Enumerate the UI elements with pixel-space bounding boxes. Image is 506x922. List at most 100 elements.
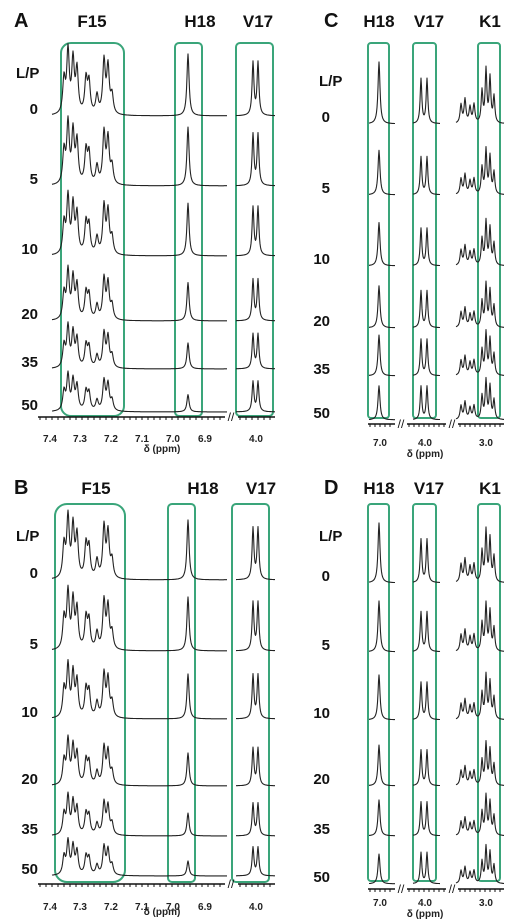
- lp-ratio-header: L/P: [319, 73, 342, 90]
- x-axis-label: δ (ppm): [407, 449, 444, 460]
- lp-ratio-label: 50: [313, 405, 330, 422]
- axis-break-mark: //: [449, 417, 456, 431]
- axis-break-mark: //: [449, 882, 456, 896]
- residue-label: F15: [77, 12, 106, 31]
- lp-ratio-label: 0: [30, 101, 38, 118]
- lp-ratio-label: 35: [21, 821, 38, 838]
- spectrum-trace: [235, 380, 276, 413]
- residue-label: K1: [479, 12, 501, 31]
- panel-letter: B: [14, 477, 28, 499]
- spectrum-trace: [455, 739, 505, 786]
- x-tick-label: 7.4: [43, 434, 57, 445]
- lp-ratio-header: L/P: [16, 65, 39, 82]
- spectrum-trace: [51, 584, 228, 652]
- spectrum-trace: [368, 285, 396, 329]
- lp-ratio-label: 20: [313, 313, 330, 330]
- lp-ratio-label: 0: [322, 109, 330, 126]
- spectrum-trace: [455, 600, 505, 652]
- spectrum-trace: [412, 155, 441, 196]
- x-tick-label: 6.9: [198, 434, 212, 445]
- spectrum-trace: [51, 791, 228, 837]
- x-tick-label: 4.0: [418, 438, 432, 449]
- residue-highlight-box: [54, 503, 126, 883]
- residue-highlight-box: [367, 503, 390, 882]
- x-tick-label: 7.3: [73, 434, 87, 445]
- axis-break-mark: //: [228, 410, 235, 424]
- x-tick-label: 4.0: [418, 898, 432, 909]
- lp-ratio-label: 5: [30, 171, 38, 188]
- x-axis-label: δ (ppm): [144, 907, 181, 918]
- residue-label: H18: [184, 12, 215, 31]
- spectrum-trace: [51, 115, 228, 187]
- spectrum-trace: [368, 853, 396, 885]
- panel-D: D H18 V17 K1 L/P 0 5 10 20 35 50 // // 7.0 4.0 3.0 δ (pp…: [313, 477, 505, 920]
- x-tick-label: 3.0: [479, 438, 493, 449]
- spectrum-trace: [455, 526, 505, 583]
- spectrum-trace: [235, 526, 276, 581]
- residue-label: V17: [414, 479, 444, 498]
- residue-highlight-box: [235, 42, 274, 417]
- panel-A: A F15 H18 V17 L/P 0 5 10 20 35 50 // 7.4 7.3 7.2 7.1 7.0…: [14, 10, 276, 455]
- spectrum-trace: [368, 221, 396, 267]
- residue-label: K1: [479, 479, 501, 498]
- x-tick-label: 7.2: [104, 434, 118, 445]
- spectrum-trace: [412, 338, 441, 377]
- spectrum-trace: [412, 77, 441, 124]
- spectrum-trace: [51, 43, 228, 117]
- x-tick-label: 3.0: [479, 898, 493, 909]
- panel-letter: A: [14, 10, 28, 32]
- residue-label: H18: [363, 12, 394, 31]
- residue-highlight-box: [477, 42, 501, 419]
- spectrum-trace: [235, 846, 276, 877]
- spectrum-trace: [412, 851, 441, 885]
- residue-label: V17: [243, 12, 273, 31]
- residue-highlight-box: [477, 503, 501, 882]
- lp-ratio-label: 10: [21, 704, 38, 721]
- spectrum-trace: [412, 610, 441, 653]
- lp-ratio-label: 50: [313, 869, 330, 886]
- x-tick-label: 6.9: [198, 902, 212, 913]
- residue-label: V17: [246, 479, 276, 498]
- spectrum-trace: [412, 681, 441, 721]
- axis-break-mark: //: [398, 882, 405, 896]
- spectrum-trace: [51, 509, 228, 581]
- spectrum-trace: [455, 329, 505, 376]
- lp-ratio-label: 50: [21, 861, 38, 878]
- residue-highlight-box: [174, 42, 203, 417]
- x-tick-label: 7.0: [373, 438, 387, 449]
- spectrum-trace: [368, 61, 396, 125]
- spectrum-trace: [455, 843, 505, 884]
- spectrum-trace: [455, 217, 505, 266]
- lp-ratio-label: 0: [322, 568, 330, 585]
- x-axis-label: δ (ppm): [144, 444, 181, 455]
- spectrum-trace: [412, 385, 441, 421]
- lp-ratio-label: 10: [313, 705, 330, 722]
- residue-highlight-box: [412, 503, 437, 882]
- spectrum-trace: [51, 321, 228, 370]
- x-tick-label: 7.0: [166, 434, 180, 445]
- lp-ratio-label: 5: [30, 636, 38, 653]
- residue-highlight-box: [60, 42, 125, 417]
- axis-break-mark: //: [398, 417, 405, 431]
- spectrum-trace: [455, 671, 505, 720]
- spectrum-trace: [51, 734, 228, 787]
- spectrum-trace: [368, 385, 396, 421]
- lp-ratio-header: L/P: [319, 528, 342, 545]
- spectrum-trace: [368, 334, 396, 377]
- spectrum-trace: [235, 277, 276, 322]
- x-tick-label: 7.3: [73, 902, 87, 913]
- lp-ratio-header: L/P: [16, 528, 39, 545]
- x-tick-label: 7.2: [104, 902, 118, 913]
- spectrum-trace: [235, 673, 276, 720]
- spectrum-trace: [235, 746, 276, 787]
- lp-ratio-label: 35: [313, 361, 330, 378]
- spectrum-trace: [455, 65, 505, 124]
- residue-label: F15: [81, 479, 110, 498]
- spectrum-trace: [235, 332, 276, 370]
- lp-ratio-label: 35: [21, 354, 38, 371]
- x-tick-label: 7.0: [166, 902, 180, 913]
- spectrum-trace: [368, 744, 396, 787]
- axis-break-mark: //: [228, 877, 235, 891]
- spectrum-trace: [412, 537, 441, 583]
- x-tick-label: 7.1: [135, 902, 149, 913]
